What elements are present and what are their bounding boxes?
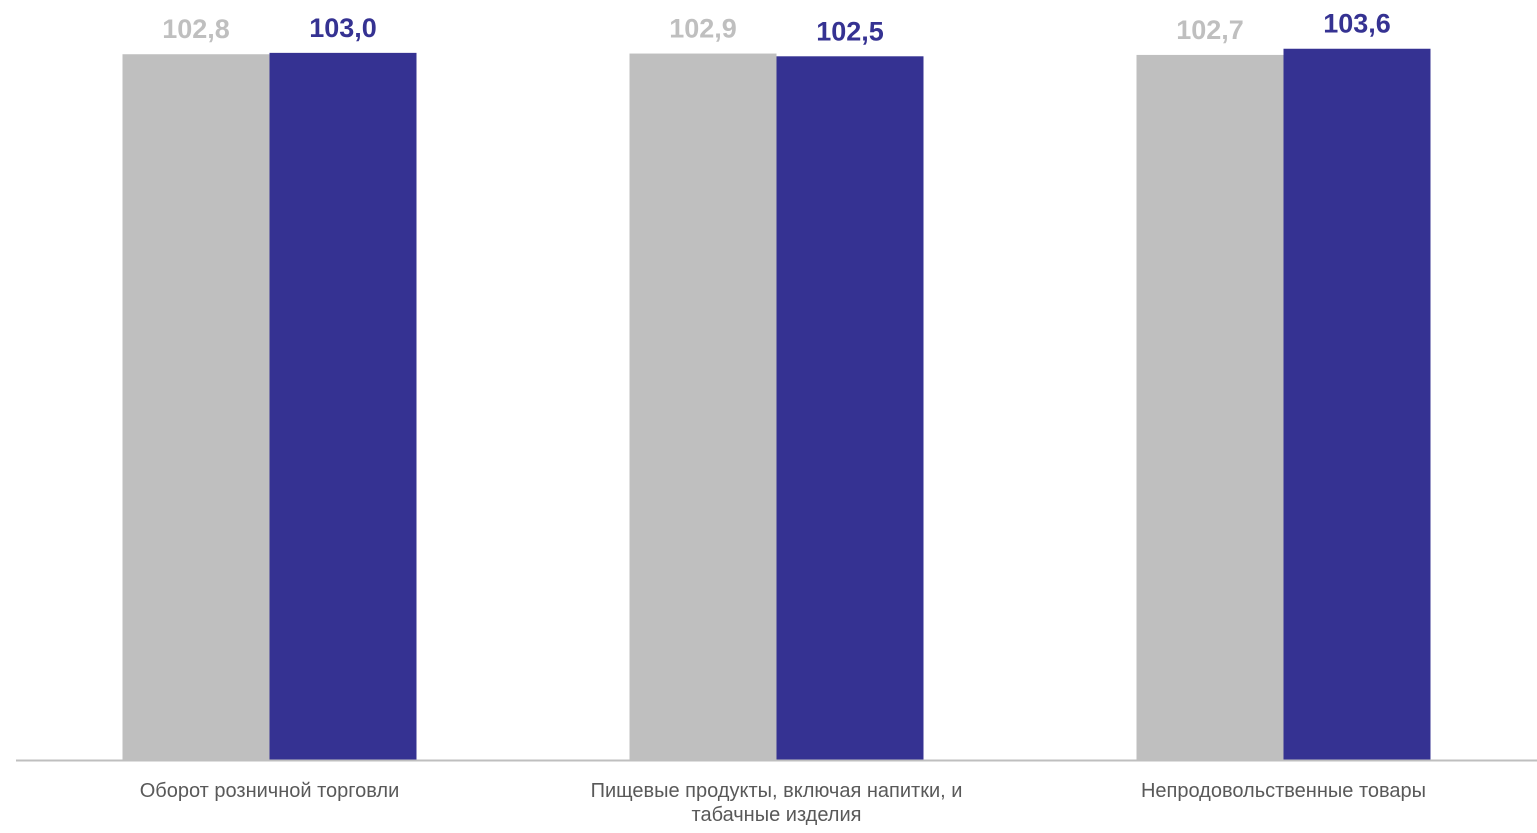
category-label-3: Непродовольственные товары — [1141, 780, 1426, 802]
value-label-series-2-cat-3: 103,6 — [1323, 9, 1391, 39]
category-labels-layer: Оборот розничной торговли Пищевые продукт… — [140, 780, 1426, 826]
category-label-1: Оборот розничной торговли — [140, 780, 400, 802]
value-label-series-1-cat-3: 102,7 — [1176, 15, 1244, 45]
bar-series-1-cat-2 — [629, 53, 777, 760]
value-label-series-1-cat-2: 102,9 — [669, 14, 737, 44]
bar-series-2-cat-3 — [1283, 48, 1431, 760]
category-label-2: Пищевые продукты, включая напитки, и таба… — [591, 780, 963, 826]
bars-layer — [122, 48, 1431, 761]
bar-series-2-cat-1 — [269, 52, 417, 761]
bar-series-1-cat-3 — [1136, 54, 1284, 761]
bar-series-2-cat-2 — [776, 56, 924, 760]
value-labels-layer: 102,8 103,0 102,9 102,5 102,7 103,6 — [162, 9, 1391, 47]
value-label-series-1-cat-1: 102,8 — [162, 14, 230, 44]
value-label-series-2-cat-1: 103,0 — [309, 13, 377, 43]
bar-series-1-cat-1 — [122, 54, 270, 760]
value-label-series-2-cat-2: 102,5 — [816, 16, 884, 46]
